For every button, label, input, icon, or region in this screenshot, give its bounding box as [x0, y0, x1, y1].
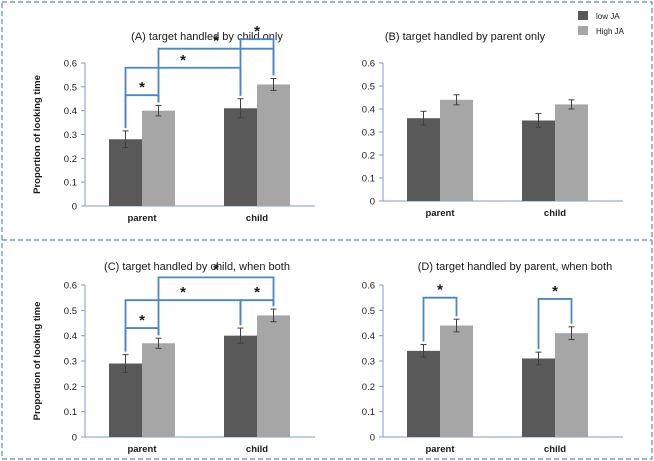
y-tick-label: 0.1	[362, 174, 375, 185]
panel-d: (D) target handled by parent, when both 0…	[362, 261, 623, 455]
bar-parent-low-ja	[109, 139, 142, 206]
bar-child-high-ja	[257, 84, 290, 206]
significance-star: *	[180, 284, 186, 301]
significance-bracket: *	[239, 23, 275, 96]
panel-b: (B) target handled by parent only 0 0.1 0.2…	[362, 31, 623, 219]
bracket-line	[157, 276, 275, 336]
significance-bracket: *	[157, 261, 275, 336]
bar-parent-low-ja	[109, 363, 142, 437]
y-tick-label: 0.3	[64, 357, 77, 368]
x-tick-label: parent	[127, 444, 157, 455]
bar-child-low-ja	[224, 335, 257, 437]
x-tick-label: parent	[425, 208, 455, 219]
significance-star: *	[437, 282, 443, 299]
significance-star: *	[180, 52, 186, 69]
y-tick-label: 0.3	[362, 357, 375, 368]
bar-child-low-ja	[522, 358, 555, 437]
y-tick-label: 0.5	[362, 306, 375, 317]
y-tick-label: 0.5	[362, 82, 375, 93]
x-tick-label: child	[544, 208, 566, 219]
significance-star: *	[139, 312, 145, 329]
bar-parent-high-ja	[440, 325, 473, 437]
chart-title: (B) target handled by parent only	[385, 31, 546, 43]
x-tick-label: child	[246, 444, 268, 455]
chart-title: (C) target handled by child, when both	[104, 261, 290, 273]
y-tick-label: 0.2	[362, 151, 375, 162]
y-tick-label: 0.2	[64, 382, 77, 393]
legend-swatch	[578, 11, 588, 20]
bracket-line	[239, 38, 275, 96]
bracket-line	[537, 298, 573, 350]
y-tick-label: 0.2	[64, 154, 77, 165]
legend-swatch	[578, 26, 588, 35]
significance-star: *	[254, 23, 260, 40]
panel-c: (C) target handled by child, when both 0 0…	[32, 261, 315, 455]
y-tick-label: 0	[370, 433, 375, 444]
significance-star: *	[213, 261, 219, 278]
y-tick-label: 0.4	[64, 106, 77, 117]
bar-child-high-ja	[257, 315, 290, 437]
legend: low JA High JA	[578, 11, 625, 36]
y-tick-label: 0.4	[362, 331, 375, 342]
bar-parent-high-ja	[142, 343, 175, 437]
y-tick-label: 0.5	[64, 306, 77, 317]
y-tick-label: 0.4	[362, 105, 375, 116]
bar-child-low-ja	[522, 120, 555, 201]
y-tick-label: 0.1	[64, 407, 77, 418]
y-tick-label: 0.1	[362, 407, 375, 418]
chart-title: (D) target handled by parent, when both	[418, 261, 612, 273]
legend-label: low JA	[596, 12, 620, 21]
y-tick-label: 0.6	[362, 59, 375, 70]
y-tick-label: 0.6	[362, 281, 375, 292]
y-axis-label: Proportion of looking time	[32, 302, 43, 421]
y-tick-label: 0.3	[64, 130, 77, 141]
y-tick-label: 0.6	[64, 59, 77, 70]
x-tick-label: child	[246, 213, 268, 224]
legend-label: High JA	[596, 27, 625, 36]
x-tick-label: parent	[425, 444, 455, 455]
significance-bracket: *	[239, 284, 275, 326]
bracket-line	[422, 296, 458, 342]
bracket-line	[239, 299, 275, 326]
chart-title: (A) target handled by child only	[131, 31, 283, 43]
significance-star: *	[552, 283, 558, 300]
significance-star: *	[213, 33, 219, 50]
x-tick-label: child	[544, 444, 566, 455]
y-tick-label: 0	[72, 433, 77, 444]
significance-star: *	[254, 284, 260, 301]
bar-child-high-ja	[555, 333, 588, 437]
bar-child-low-ja	[224, 108, 257, 206]
panels: (A) target handled by child only 0 0.1 0.2 0…	[32, 23, 623, 455]
significance-bracket: *	[537, 283, 573, 350]
bar-child-high-ja	[555, 104, 588, 201]
y-tick-label: 0	[370, 197, 375, 208]
y-axis-label: Proportion of looking time	[32, 75, 43, 194]
y-tick-label: 0	[72, 202, 77, 213]
significance-star: *	[139, 79, 145, 96]
bar-parent-low-ja	[407, 118, 440, 201]
bar-parent-low-ja	[407, 350, 440, 437]
significance-bracket: *	[422, 282, 458, 342]
y-tick-label: 0.5	[64, 82, 77, 93]
y-tick-label: 0.4	[64, 331, 77, 342]
y-tick-label: 0.1	[64, 178, 77, 189]
y-tick-label: 0.3	[362, 128, 375, 139]
bar-parent-high-ja	[440, 99, 473, 201]
bar-parent-high-ja	[142, 110, 175, 206]
panel-a: (A) target handled by child only 0 0.1 0.2 0…	[32, 23, 315, 224]
bracket-line	[157, 47, 275, 103]
x-tick-label: parent	[127, 213, 157, 224]
y-tick-label: 0.2	[362, 382, 375, 393]
y-tick-label: 0.6	[64, 281, 77, 292]
